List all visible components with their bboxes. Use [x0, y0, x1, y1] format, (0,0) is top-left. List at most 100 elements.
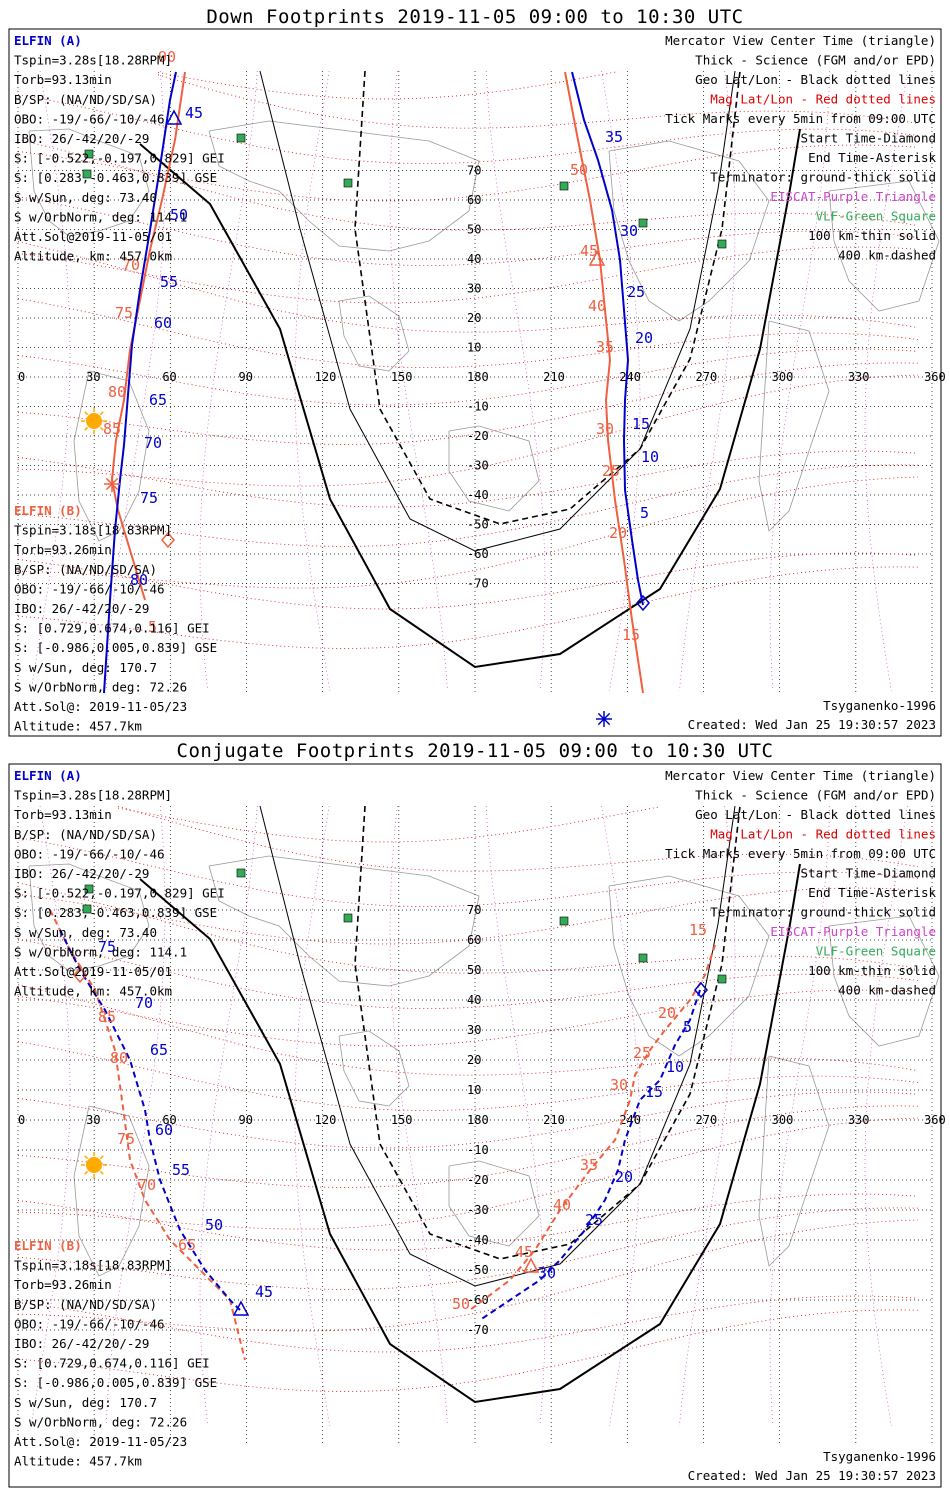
elfin-a-tick-label: 25 [627, 283, 645, 301]
vlf-station-square [343, 913, 353, 923]
panel-1: 0 30 60 90 120 150 180 210 240 270 300 330 360 70 60 50… [8, 763, 946, 1488]
mag-longitude-line [679, 805, 736, 1427]
elfin-info-line: Torb=93.13min [14, 72, 112, 87]
lat-tick-label: -50 [467, 1263, 489, 1277]
elfin-b-info: ELFIN (B) Tspin=3.18s[18.83RPM] Torb=93.26… [14, 1238, 217, 1469]
elfin-b-tick-label: 70 [122, 256, 140, 274]
elfin-info-line: Torb=93.26min [14, 1277, 112, 1292]
elfin-b-tick-label: 40 [588, 297, 606, 315]
elfin-info-line: Tspin=3.18s[18.83RPM] [14, 523, 172, 538]
legend-entry: Geo Lat/Lon - Black dotted lines [695, 72, 936, 87]
lat-tick-label: 30 [467, 282, 481, 296]
elfin-a-tick-label: 75 [98, 938, 116, 956]
elfin-a-tick-label: 30 [620, 222, 638, 240]
elfin-b-track-east [469, 944, 716, 1311]
panel-frame [8, 28, 942, 737]
mag-grid [17, 805, 919, 1392]
elfin-info-line: Tspin=3.28s[18.28RPM] [14, 788, 172, 803]
lat-tick-label: 70 [467, 903, 481, 917]
vlf-station-square [559, 181, 569, 191]
lon-tick-label: 180 [467, 370, 489, 384]
legend: Mercator View Center Time (triangle) Thic… [665, 33, 936, 263]
elfin-a-tick-label: 75 [140, 489, 158, 507]
lon-tick-label: 360 [924, 370, 946, 384]
elfin-b-tick-label: 15 [622, 626, 640, 644]
mag-latitude-line [17, 196, 919, 266]
mag-longitude-line [105, 70, 166, 692]
mag-latitude-line [17, 1193, 919, 1251]
mag-longitude-line [485, 70, 546, 692]
lon-tick-label: 330 [848, 370, 870, 384]
elfin-info-line: B/SP: (NA/ND/SD/SA) [14, 92, 157, 107]
mag-latitude-line [17, 887, 919, 945]
land-outline [828, 915, 940, 1047]
mag-longitude-line [389, 805, 448, 1427]
elfin-a-tick-label: 60 [155, 1121, 173, 1139]
sun-ray [99, 1170, 104, 1175]
elfin-info-line: Att.Sol@2019-11-05/01 [14, 964, 172, 979]
elfin-b-track-west [110, 71, 186, 601]
lon-tick-label: 240 [619, 370, 641, 384]
elfin-a-tick-label: 10 [641, 448, 659, 466]
mag-latitude-line [17, 1295, 919, 1353]
legend-entry: Mercator View Center Time (triangle) [665, 33, 936, 48]
legend-entry: End Time-Asterisk [808, 885, 936, 900]
elfin-a-start-diamond [694, 981, 708, 999]
lon-tick-label: 360 [924, 1113, 946, 1127]
elfin-a-tick-label: 5 [683, 1018, 692, 1036]
elfin-info-line: Altitude, km: 457.0km [14, 249, 172, 264]
elfin-b-tick-label: 30 [596, 420, 614, 438]
lat-tick-label: 70 [467, 164, 481, 178]
elfin-a-info: ELFIN (A) Tspin=3.28s[18.28RPM] Torb=93.13… [14, 768, 225, 999]
elfin-b-tick-label: 20 [609, 524, 627, 542]
elfin-a-tick-label: 65 [150, 1041, 168, 1059]
asterisk-stroke [597, 712, 611, 726]
elfin-a-tick-label: 15 [632, 415, 650, 433]
elfin-b-tick-label: 5 [148, 618, 157, 636]
mag-latitude-line [17, 837, 919, 907]
elfin-b-tick-label: 65 [178, 1236, 196, 1254]
elfin-info-line: B/SP: (NA/ND/SD/SA) [14, 562, 157, 577]
mag-latitude-line [17, 1309, 919, 1392]
lon-tick-label: 120 [315, 1113, 337, 1127]
elfin-b-tick-label: 75 [115, 304, 133, 322]
legend-entry: 400 km-dashed [838, 248, 936, 263]
elfin-a-tick-label: 15 [645, 1083, 663, 1101]
mag-longitude-line [30, 805, 71, 1427]
elfin-info-line: OBO: -19/-66/-10/-46 [14, 1316, 165, 1331]
legend-entry: Thick - Science (FGM and/or EPD) [695, 788, 936, 803]
legend-entry: End Time-Asterisk [808, 150, 936, 165]
vlf-station-square [84, 884, 94, 894]
elfin-a-tick-label: 10 [666, 1058, 684, 1076]
lat-tick-label: 60 [467, 933, 481, 947]
geo-grid [17, 71, 933, 692]
lat-tick-label: 40 [467, 993, 481, 1007]
vlf-station-square [638, 953, 648, 963]
legend-entry: VLF-Green Square [816, 944, 936, 959]
land-outline [28, 863, 150, 972]
lon-tick-label: 300 [772, 370, 794, 384]
sun-disc [86, 413, 102, 429]
land-outline [338, 295, 410, 372]
mag-latitude-line [17, 298, 919, 368]
elfin-info-line: B/SP: (NA/ND/SD/SA) [14, 1297, 157, 1312]
lon-tick-label: 300 [772, 1113, 794, 1127]
mag-longitude-line [389, 70, 448, 692]
elfin-a-tick-label: 70 [144, 434, 162, 452]
elfin-info-line: S: [-0.522,-0.197,0.829] GEI [14, 151, 225, 166]
legend-entry: Start Time-Diamond [801, 866, 936, 881]
elfin-info-line: S w/OrbNorm, deg: 72.26 [14, 679, 187, 694]
elfin-info-line: IBO: 26/-42/20/-29 [14, 601, 149, 616]
legend-entry: VLF-Green Square [816, 209, 936, 224]
vlf-station-square [84, 149, 94, 159]
continent-outlines [28, 120, 940, 542]
elfin-a-tick-label: 70 [135, 994, 153, 1012]
land-outline [208, 855, 480, 987]
mag-longitude-line [601, 805, 641, 1427]
land-outline [73, 1105, 150, 1277]
lat-tick-label: 50 [467, 223, 481, 237]
legend-entry: Tick Marks every 5min from 09:00 UTC [665, 111, 936, 126]
elfin-info-line: OBO: -19/-66/-10/-46 [14, 846, 165, 861]
elfin-info-line: Altitude: 457.7km [14, 719, 142, 734]
elfin-a-start-diamond [636, 594, 650, 612]
